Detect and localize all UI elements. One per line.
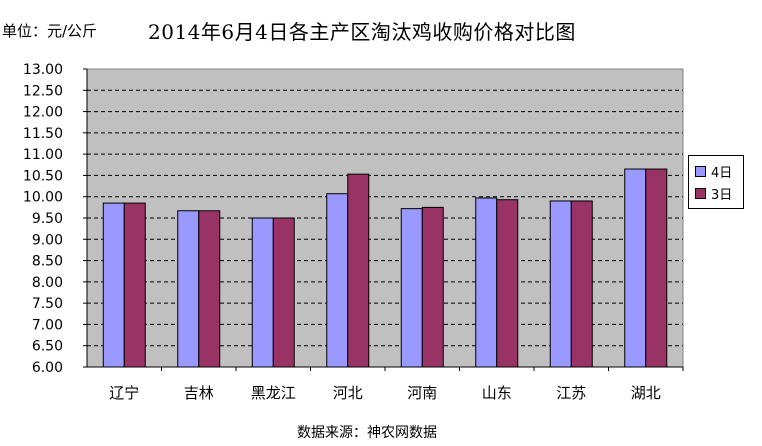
bar-3-0 xyxy=(123,202,146,368)
x-tick-label: 河南 xyxy=(407,384,437,402)
legend-item-4: 4日 xyxy=(695,163,733,181)
y-tick-label: 6.50 xyxy=(32,339,63,355)
y-tick-label: 10.00 xyxy=(23,190,63,206)
bar-4-4 xyxy=(400,208,423,368)
x-tick-label: 河北 xyxy=(333,384,363,402)
legend-swatch-3 xyxy=(695,187,706,199)
bar-3-2 xyxy=(272,217,295,368)
y-tick-label: 9.00 xyxy=(32,232,63,248)
legend: 4日 3日 xyxy=(688,155,744,209)
unit-label: 单位：元/公斤 xyxy=(2,22,98,40)
legend-label-3: 3日 xyxy=(711,187,733,203)
x-tick-label: 山东 xyxy=(482,384,512,402)
bar-3-5 xyxy=(496,199,519,368)
x-tick-label: 江苏 xyxy=(556,384,586,402)
y-tick-label: 7.00 xyxy=(32,317,63,333)
bar-3-6 xyxy=(570,200,593,368)
bar-3-7 xyxy=(645,168,668,368)
y-tick-label: 7.50 xyxy=(32,296,63,312)
y-tick-label: 8.50 xyxy=(32,254,63,270)
data-source: 数据来源：神农网数据 xyxy=(297,425,437,441)
bar-4-0 xyxy=(102,202,125,368)
bar-4-7 xyxy=(624,168,647,368)
bar-3-3 xyxy=(347,173,370,368)
bar-4-1 xyxy=(177,210,200,368)
y-tick-label: 6.00 xyxy=(32,360,63,376)
y-tick-label: 10.50 xyxy=(23,168,63,184)
x-tick-label: 湖北 xyxy=(631,384,661,402)
x-tick-label: 黑龙江 xyxy=(251,384,296,402)
legend-item-3: 3日 xyxy=(695,185,733,203)
y-tick-label: 11.50 xyxy=(23,126,63,142)
bar-4-3 xyxy=(326,193,349,368)
chart-title: 2014年6月4日各主产区淘汰鸡收购价格对比图 xyxy=(148,20,576,44)
bar-3-1 xyxy=(198,210,221,368)
y-tick-label: 9.50 xyxy=(32,211,63,227)
y-tick-label: 8.00 xyxy=(32,275,63,291)
y-tick-label: 13.00 xyxy=(23,62,63,78)
x-tick-label: 吉林 xyxy=(184,384,214,402)
legend-swatch-4 xyxy=(695,165,706,177)
y-tick-label: 11.00 xyxy=(23,147,63,163)
legend-label-4: 4日 xyxy=(711,165,733,181)
y-tick-label: 12.50 xyxy=(23,83,63,99)
bar-4-5 xyxy=(475,197,498,368)
x-tick-label: 辽宁 xyxy=(109,384,139,402)
bar-4-2 xyxy=(251,217,274,368)
bar-3-4 xyxy=(421,206,444,368)
y-tick-label: 12.00 xyxy=(23,105,63,121)
bar-4-6 xyxy=(549,200,572,368)
